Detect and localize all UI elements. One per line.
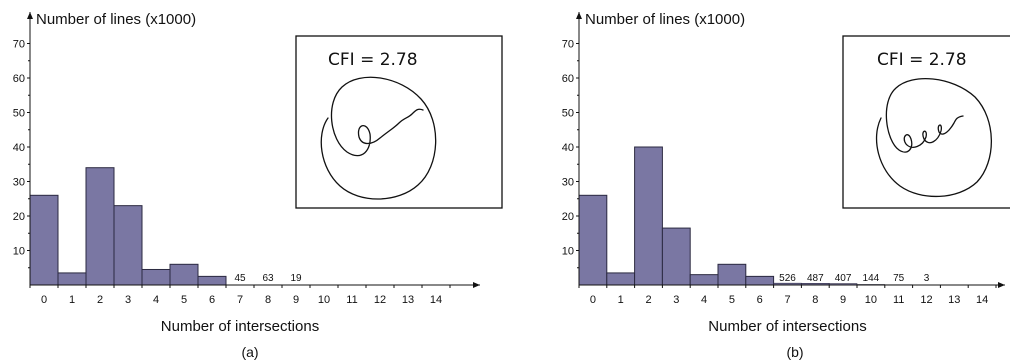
data-label: 487 xyxy=(807,273,824,284)
cfi-label: CFI = 2.78 xyxy=(877,50,967,70)
data-label: 63 xyxy=(262,273,274,284)
data-label: 45 xyxy=(234,273,246,284)
x-tick-label: 6 xyxy=(209,294,215,306)
y-tick-label: 10 xyxy=(562,246,574,258)
x-tick-label: 1 xyxy=(69,294,75,306)
y-tick-label: 20 xyxy=(13,211,25,223)
bar xyxy=(113,205,143,286)
inset-curve xyxy=(320,76,437,200)
x-tick-label: 1 xyxy=(618,294,624,306)
x-tick-label: 7 xyxy=(784,294,790,306)
x-tick-label: 7 xyxy=(237,294,243,306)
x-tick-label: 13 xyxy=(402,294,414,306)
y-tick-label: 30 xyxy=(562,177,574,189)
x-tick-label: 10 xyxy=(318,294,330,306)
x-tick-label: 6 xyxy=(757,294,763,306)
bar xyxy=(745,275,775,286)
y-tick-label: 40 xyxy=(562,142,574,154)
data-label: 3 xyxy=(924,273,930,284)
x-tick-label: 0 xyxy=(590,294,596,306)
bar xyxy=(578,194,608,286)
y-tick-label: 10 xyxy=(13,246,25,258)
x-tick-label: 14 xyxy=(430,294,442,306)
x-tick-label: 5 xyxy=(181,294,187,306)
x-tick-label: 2 xyxy=(645,294,651,306)
data-label: 407 xyxy=(835,273,852,284)
x-tick-label: 12 xyxy=(920,294,932,306)
bar xyxy=(606,272,636,286)
bar xyxy=(197,275,227,286)
y-axis-label: Number of lines (x1000) xyxy=(36,11,196,28)
x-tick-label: 4 xyxy=(153,294,159,306)
data-label: 526 xyxy=(779,273,796,284)
panel-caption: (b) xyxy=(786,344,803,360)
inset-curve xyxy=(875,77,992,198)
bar xyxy=(717,263,747,286)
bar xyxy=(57,272,87,286)
x-tick-label: 4 xyxy=(701,294,707,306)
x-tick-label: 9 xyxy=(293,294,299,306)
bar xyxy=(169,263,199,286)
bar xyxy=(85,167,115,286)
bar xyxy=(141,268,171,286)
x-tick-label: 12 xyxy=(374,294,386,306)
x-tick-label: 10 xyxy=(865,294,877,306)
x-tick-label: 2 xyxy=(97,294,103,306)
data-label: 144 xyxy=(863,273,880,284)
x-tick-label: 14 xyxy=(976,294,988,306)
x-tick-label: 9 xyxy=(840,294,846,306)
y-tick-label: 60 xyxy=(13,73,25,85)
x-axis-label: Number of intersections xyxy=(161,318,319,335)
x-axis-arrow xyxy=(473,282,480,288)
y-axis-label: Number of lines (x1000) xyxy=(585,11,745,28)
data-label: 75 xyxy=(893,273,905,284)
cfi-label: CFI = 2.78 xyxy=(328,50,418,70)
y-axis-arrow xyxy=(576,12,582,19)
x-tick-label: 3 xyxy=(673,294,679,306)
bar xyxy=(29,194,59,286)
x-tick-label: 8 xyxy=(265,294,271,306)
bar xyxy=(689,274,719,286)
inset-box xyxy=(842,35,1010,209)
y-tick-label: 50 xyxy=(562,108,574,120)
x-axis-arrow xyxy=(998,282,1005,288)
x-tick-label: 0 xyxy=(41,294,47,306)
y-tick-label: 20 xyxy=(562,211,574,223)
y-tick-label: 70 xyxy=(562,39,574,51)
x-tick-label: 3 xyxy=(125,294,131,306)
y-tick-label: 70 xyxy=(13,39,25,51)
bar xyxy=(634,146,663,286)
x-tick-label: 11 xyxy=(893,294,904,306)
y-tick-label: 50 xyxy=(13,108,25,120)
y-tick-label: 40 xyxy=(13,142,25,154)
y-tick-label: 30 xyxy=(13,177,25,189)
x-tick-label: 8 xyxy=(812,294,818,306)
data-label: 19 xyxy=(290,273,302,284)
x-tick-label: 13 xyxy=(948,294,960,306)
y-axis-arrow xyxy=(27,12,33,19)
bar xyxy=(661,227,691,286)
x-axis-label: Number of intersections xyxy=(708,318,866,335)
panel-caption: (a) xyxy=(241,344,258,360)
x-tick-label: 5 xyxy=(729,294,735,306)
y-tick-label: 60 xyxy=(562,73,574,85)
inset-box xyxy=(295,35,503,209)
x-tick-label: 11 xyxy=(346,294,357,306)
